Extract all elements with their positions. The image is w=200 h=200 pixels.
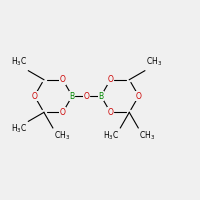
Text: H$_3$C: H$_3$C xyxy=(11,123,27,135)
Text: H$_3$C: H$_3$C xyxy=(11,56,27,68)
Text: CH$_3$: CH$_3$ xyxy=(139,129,155,142)
Text: B: B xyxy=(70,92,75,101)
Text: B: B xyxy=(98,92,104,101)
Text: O: O xyxy=(60,108,66,117)
Text: O: O xyxy=(84,92,90,101)
Text: CH$_3$: CH$_3$ xyxy=(146,56,162,68)
Text: O: O xyxy=(32,92,37,101)
Text: O: O xyxy=(107,75,113,84)
Text: CH$_3$: CH$_3$ xyxy=(54,129,70,142)
Text: H$_3$C: H$_3$C xyxy=(103,129,119,142)
Text: O: O xyxy=(107,108,113,117)
Text: O: O xyxy=(60,75,66,84)
Text: O: O xyxy=(136,92,142,101)
